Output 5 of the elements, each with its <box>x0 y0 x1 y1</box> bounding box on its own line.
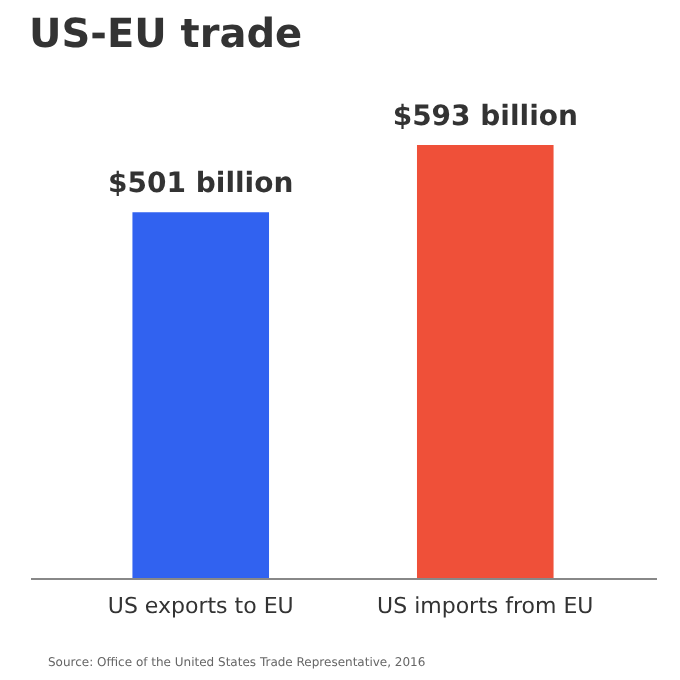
data-label: $501 billion <box>108 168 294 201</box>
x-tick-label: US imports from EU <box>377 593 594 619</box>
x-tick-label: US exports to EU <box>107 593 294 619</box>
chart-title: US-EU trade <box>29 9 303 58</box>
data-label: $593 billion <box>392 101 578 134</box>
